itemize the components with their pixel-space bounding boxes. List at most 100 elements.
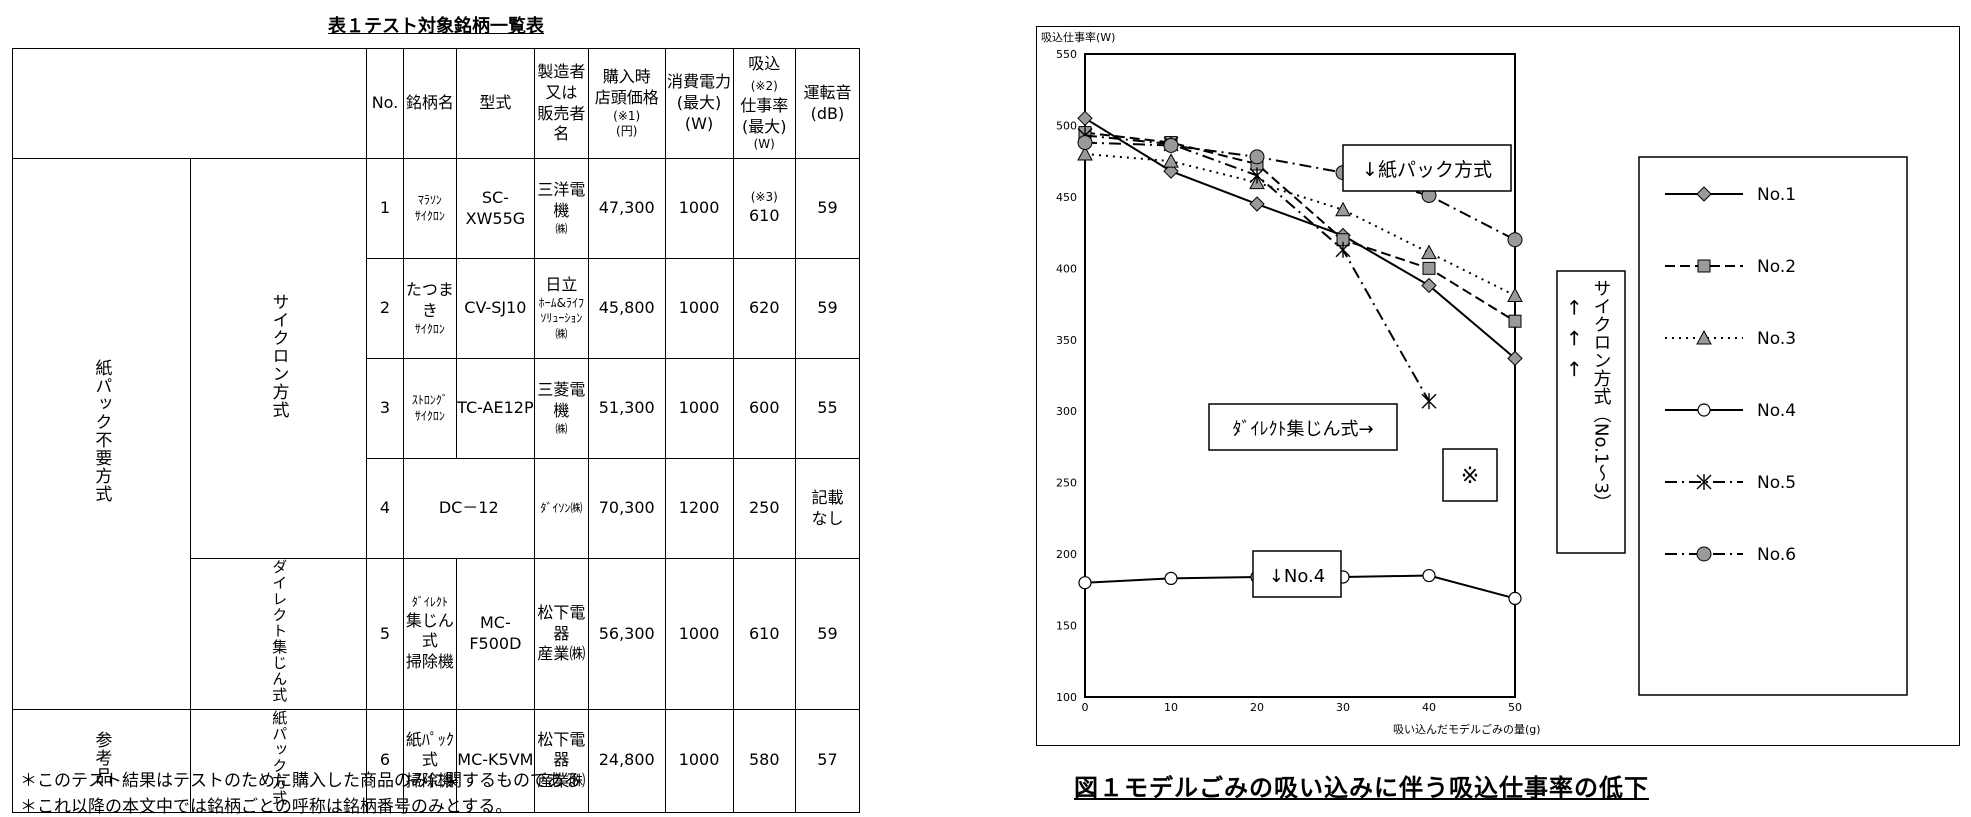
annotation-no4: ↓No.4: [1252, 550, 1342, 598]
group-direct-label: ダイレクト集じん式: [270, 559, 289, 703]
data-point: [1163, 137, 1179, 153]
data-point: [1421, 244, 1437, 260]
cell-price: 70,300: [587, 458, 666, 559]
cell-model: DC－12: [402, 458, 535, 559]
cell-name-line: 掃除機: [405, 771, 454, 791]
table-note: ＊これ以降の本文中では銘柄ごとの呼称は銘柄番号のみとする。: [20, 797, 513, 817]
x-tick-label: 40: [1422, 701, 1436, 714]
y-tick-label: 150: [1056, 620, 1077, 633]
data-point: [1421, 277, 1437, 294]
data-point: [1249, 196, 1265, 212]
cell-maker-line: ｿﾘｭｰｼｮﾝ: [540, 311, 583, 326]
cell-name: たつまき ｻｲｸﾛﾝ: [402, 258, 458, 359]
cell-name-line: ﾀﾞｲﾚｸﾄ: [411, 594, 448, 609]
header-noise-line: 運転音: [803, 82, 852, 102]
cell-suction: 250: [732, 458, 796, 559]
group-cyclone: サイクロン方式: [189, 158, 368, 559]
legend-label: No.6: [1757, 545, 1796, 565]
table-title: 表１テスト対象銘柄一覧表: [328, 16, 544, 37]
x-tick-label: 20: [1250, 701, 1264, 714]
x-axis-label: 吸い込んだモデルごみの量(g): [1393, 722, 1541, 736]
cell-no: 2: [366, 258, 404, 359]
table-row: 2 たつまき ｻｲｸﾛﾝ CV-SJ10 日立 ﾎｰﾑ&ﾗｲﾌ ｿﾘｭｰｼｮﾝ …: [13, 258, 861, 359]
cell-price: 24,800: [587, 708, 666, 813]
x-tick-label: 10: [1164, 701, 1178, 714]
annotation-mark-text: ※: [1461, 464, 1479, 489]
annotation-cyclone: サイクロン方式（No.1〜3） ←←←: [1556, 270, 1626, 554]
legend-entry: No.4: [1665, 401, 1796, 421]
cell-model: CV-SJ10: [456, 258, 535, 359]
header-name: 銘柄名: [402, 48, 458, 159]
header-price-line: 購入時: [602, 67, 651, 87]
group-paperbag-label: 紙パック方式: [270, 709, 289, 806]
suction-power-chart: 100 150 200 250 300 350 400 450 500 550 0 10 20 30 40 5…: [1041, 30, 1908, 736]
group-reference-label: 参考品: [91, 730, 112, 785]
cell-noise: 59: [794, 258, 861, 359]
group-direct: ダイレクト集じん式: [189, 558, 368, 710]
table-row: 3 ｽﾄﾛﾝｸﾞ ｻｲｸﾛﾝ TC-AE12P 三菱電機 ㈱ 51,300 10…: [13, 358, 861, 459]
header-suction-line: (最大): [741, 116, 787, 136]
cell-maker-line: 松下電器: [537, 729, 586, 770]
cell-price: 56,300: [587, 558, 666, 710]
legend-entry: No.3: [1665, 329, 1796, 349]
data-point: [1163, 153, 1179, 168]
data-point: [1335, 201, 1351, 217]
cell-suction: 600: [732, 358, 796, 459]
data-point: [1164, 571, 1178, 586]
legend-label: No.3: [1757, 329, 1796, 349]
data-point: [1077, 135, 1093, 151]
series-line: [1084, 153, 1516, 297]
group-bagless-label: 紙パック不要方式: [91, 359, 112, 503]
y-tick-label: 100: [1056, 691, 1077, 704]
cell-power: 1200: [664, 458, 734, 559]
header-price-line: 店頭価格: [594, 87, 659, 107]
spec-table: No. 銘柄名 型式 製造者 又は 販売者名 購入時 店頭価格 (※1) (円)…: [11, 48, 861, 813]
cell-maker-line: 日立: [545, 274, 578, 294]
cell-noise: 59: [794, 558, 861, 710]
data-point: [1507, 350, 1523, 367]
group-bagless: 紙パック不要方式: [12, 158, 191, 710]
table-row: 紙パック不要方式 サイクロン方式 1 ﾏﾗｿﾝ ｻｲｸﾛﾝ SC-XW55G 三…: [12, 158, 861, 710]
annotation-cyclone-text: サイクロン方式（No.1〜3）: [1591, 279, 1612, 512]
series-line: [1084, 141, 1516, 241]
cell-price: 47,300: [587, 158, 666, 259]
header-maker-line: 又は: [545, 82, 578, 102]
cell-maker-line: ㈱: [555, 326, 568, 341]
group-reference: 参考品: [12, 708, 191, 813]
header-maker: 製造者 又は 販売者名: [533, 48, 589, 159]
legend-entry: No.5: [1665, 473, 1796, 493]
cell-model: MC-K5VM: [456, 708, 535, 813]
table-row: ダイレクト集じん式 5 ﾀﾞｲﾚｸﾄ 集じん式 掃除機 MC-F500D 松下電…: [13, 558, 861, 710]
header-model: 型式: [456, 48, 535, 159]
data-point: [1508, 314, 1522, 328]
cell-name-line: ｻｲｸﾛﾝ: [414, 208, 445, 223]
cell-model: SC-XW55G: [456, 158, 535, 259]
header-suction-line: 仕事率: [740, 95, 789, 115]
header-power-line: 消費電力: [667, 72, 732, 92]
y-tick-label: 450: [1056, 191, 1077, 204]
data-point: [1696, 329, 1712, 345]
cell-noise: 記載 なし: [794, 458, 861, 559]
cell-maker-line: 三洋電機: [537, 179, 586, 220]
series-line: [1084, 131, 1516, 323]
chart-frame: 100 150 200 250 300 350 400 450 500 550 0 10 20 30 40 5…: [1036, 26, 1960, 746]
header-suction-unit: (W): [753, 137, 775, 152]
data-point: [1697, 259, 1711, 273]
cell-name-line: ﾏﾗｿﾝ: [417, 192, 442, 207]
figure-section: 100 150 200 250 300 350 400 450 500 550 0 10 20 30 40 5…: [1036, 26, 1960, 802]
cell-maker: 松下電器 産業㈱: [533, 708, 589, 813]
cell-no: 3: [366, 358, 404, 459]
header-corner: [11, 48, 368, 159]
x-tick-label: 30: [1336, 701, 1350, 714]
annotation-paperbag: ↓紙パック方式: [1342, 144, 1512, 192]
data-point: [1335, 241, 1351, 258]
y-tick-label: 200: [1056, 548, 1077, 561]
cell-maker: 松下電器 産業㈱: [533, 558, 589, 710]
cell-suction: 580: [732, 708, 796, 813]
data-point: [1697, 403, 1711, 417]
data-point: [1163, 163, 1179, 179]
cell-model: TC-AE12P: [456, 358, 535, 459]
header-price-note: (※1): [613, 108, 641, 123]
legend-entry: No.6: [1665, 545, 1796, 565]
y-tick-label: 550: [1056, 48, 1077, 61]
